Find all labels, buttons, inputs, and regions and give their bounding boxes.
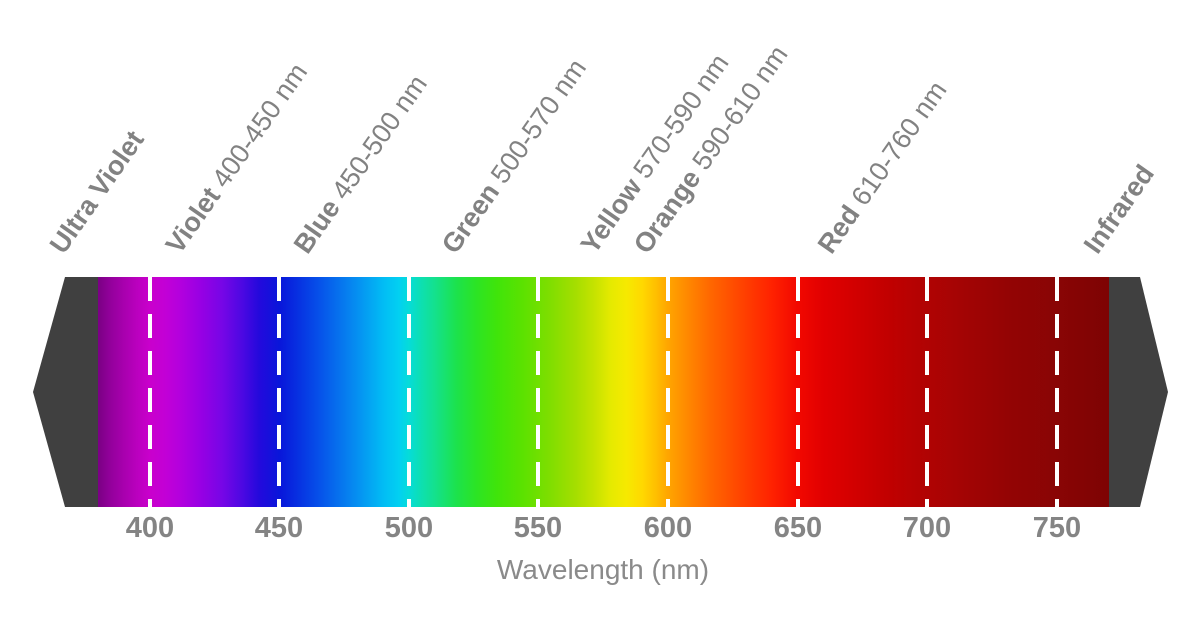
ultraviolet-arrow-left-icon <box>33 277 98 507</box>
axis-tick-label-650: 650 <box>773 512 823 544</box>
infrared-arrow-right-icon <box>1109 277 1168 507</box>
axis-tick-label-450: 450 <box>254 512 304 544</box>
wavelength-dashed-gridlines <box>148 277 1059 507</box>
axis-title: Wavelength (nm) <box>496 554 710 585</box>
axis-tick-label-700: 700 <box>902 512 952 544</box>
axis-tick-label-400: 400 <box>125 512 175 544</box>
axis-tick-label-500: 500 <box>384 512 434 544</box>
axis-tick-label-750: 750 <box>1032 512 1082 544</box>
axis-tick-label-600: 600 <box>643 512 693 544</box>
axis-tick-label-550: 550 <box>513 512 563 544</box>
spectrum-gradient-band <box>98 277 1109 507</box>
